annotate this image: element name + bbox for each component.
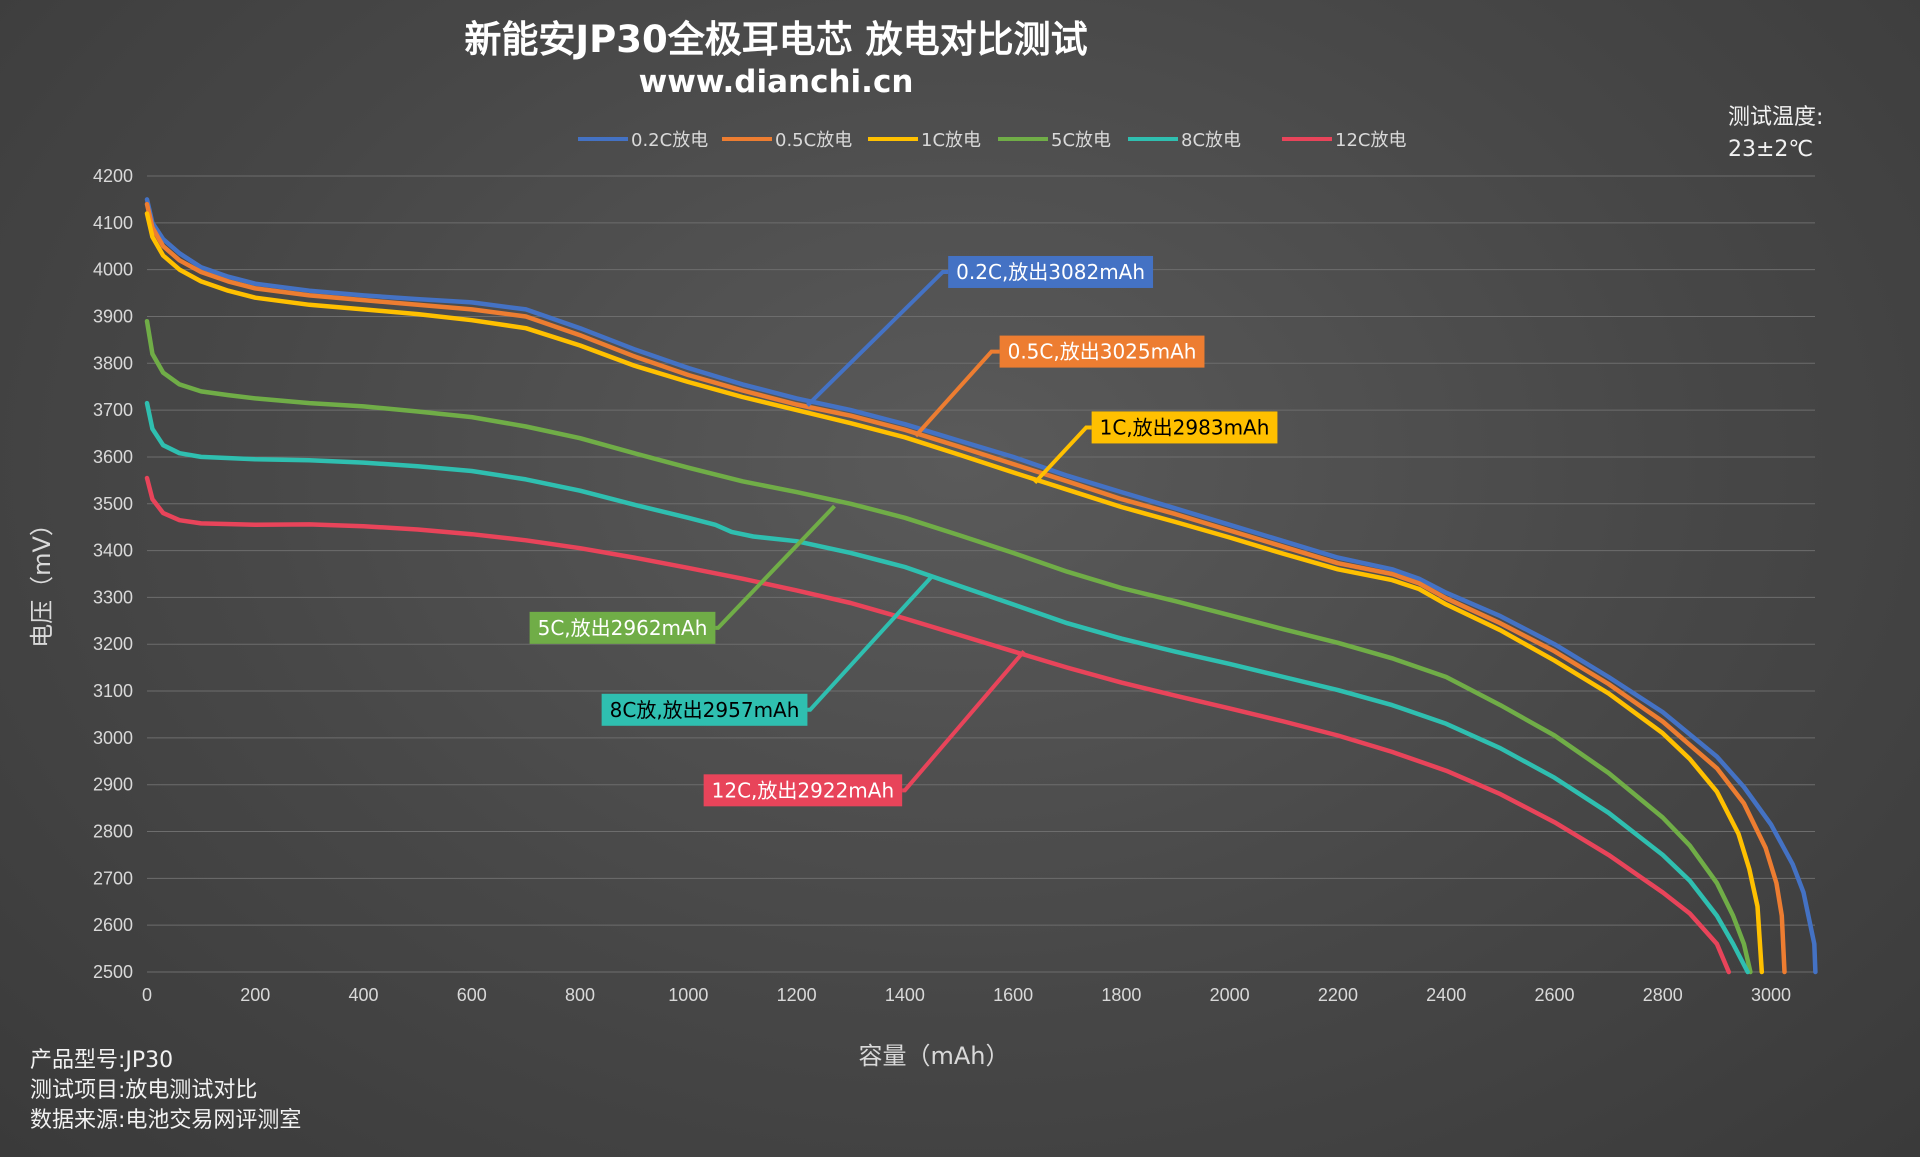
x-tick-label: 2400: [1426, 985, 1466, 1005]
annotation-box: [948, 255, 1154, 288]
y-tick-label: 4100: [93, 213, 133, 233]
legend-label: 12C放电: [1335, 130, 1406, 151]
info-label: 产品型号:: [30, 1048, 126, 1073]
y-axis-ticks: 2500 2600 2700 2800 2900 3000 3100 3200 3300 3400…: [93, 166, 133, 982]
info-row-source: 数据来源:电池交易网评测室: [30, 1106, 301, 1136]
product-info: 产品型号:JP30 测试项目:放电测试对比 数据来源:电池交易网评测室: [30, 1046, 301, 1136]
annotations: 0.2C,放出3082mAh 0.5C,放出3025mAh 1C,放出2983mAh…: [529, 255, 1278, 807]
annotation-label-1: 0.5C,放出3025mAh: [999, 335, 1205, 368]
x-tick-label: 1600: [993, 985, 1033, 1005]
x-tick-label: 800: [565, 985, 595, 1005]
y-tick-label: 2700: [93, 868, 133, 888]
annotation-label-2: 1C,放出2983mAh: [1091, 411, 1278, 444]
chart-subtitle: www.dianchi.cn: [639, 64, 914, 100]
annotation-label-4: 8C放,放出2957mAh: [601, 693, 808, 726]
y-tick-label: 2600: [93, 915, 133, 935]
x-tick-label: 0: [142, 985, 152, 1005]
annotation-text: 0.5C,放出3025mAh: [1008, 340, 1197, 364]
x-tick-label: 2800: [1643, 985, 1683, 1005]
series-lines: [144, 197, 1818, 975]
annotation-label-0: 0.2C,放出3082mAh: [948, 255, 1154, 288]
info-label: 数据来源:: [30, 1108, 126, 1133]
series-line-4: [144, 400, 1750, 975]
x-tick-label: 2600: [1534, 985, 1574, 1005]
annotation-box: [1091, 411, 1278, 444]
y-tick-label: 2900: [93, 775, 133, 795]
y-tick-label: 3600: [93, 447, 133, 467]
info-row-model: 产品型号:JP30: [30, 1046, 301, 1076]
x-tick-label: 600: [457, 985, 487, 1005]
annotation-text: 1C,放出2983mAh: [1100, 415, 1270, 439]
info-value: 放电测试对比: [125, 1078, 258, 1103]
info-value: JP30: [125, 1048, 174, 1073]
x-tick-label: 2200: [1318, 985, 1358, 1005]
y-tick-label: 4000: [93, 260, 133, 280]
x-axis-ticks: 0 200 400 600 800 1000 1200 1400 1600 1800 2000 220…: [142, 985, 1791, 1005]
legend-label: 5C放电: [1051, 130, 1111, 151]
y-tick-label: 3700: [93, 400, 133, 420]
annotation-leader: [715, 504, 836, 630]
temperature-label: 测试温度:: [1728, 105, 1823, 130]
series-line-2: [144, 211, 1765, 975]
series-line-5: [144, 475, 1732, 975]
annotation-text: 12C,放出2922mAh: [712, 778, 895, 802]
x-tick-label: 1800: [1101, 985, 1141, 1005]
info-value: 电池交易网评测室: [125, 1108, 302, 1133]
annotation-label-5: 12C,放出2922mAh: [703, 774, 903, 807]
series-line-0: [144, 197, 1818, 975]
y-tick-label: 3300: [93, 587, 133, 607]
x-tick-label: 1400: [885, 985, 925, 1005]
annotation-box: [999, 335, 1205, 368]
annotation-leader: [914, 349, 1000, 438]
y-tick-label: 2800: [93, 822, 133, 842]
y-tick-label: 3500: [93, 494, 133, 514]
temperature-value: 23±2℃: [1728, 137, 1813, 162]
x-tick-label: 200: [240, 985, 270, 1005]
y-tick-label: 3900: [93, 306, 133, 326]
series-line-3: [144, 318, 1753, 975]
chart-title: 新能安JP30全极耳电芯 放电对比测试: [464, 18, 1087, 61]
annotation-leader: [1033, 425, 1092, 485]
annotation-leader: [807, 574, 934, 712]
annotation-leader: [806, 269, 949, 407]
y-tick-label: 4200: [93, 166, 133, 186]
y-tick-label: 3400: [93, 541, 133, 561]
y-tick-label: 2500: [93, 962, 133, 982]
x-tick-label: 2000: [1210, 985, 1250, 1005]
annotation-box: [529, 611, 716, 644]
annotation-leader: [902, 649, 1026, 793]
y-tick-label: 3800: [93, 353, 133, 373]
legend-label: 1C放电: [921, 130, 981, 151]
x-tick-label: 400: [349, 985, 379, 1005]
annotation-box: [703, 774, 903, 807]
legend-label: 0.5C放电: [775, 130, 852, 151]
legend-label: 8C放电: [1181, 130, 1241, 151]
legend-label: 0.2C放电: [631, 130, 708, 151]
annotation-label-3: 5C,放出2962mAh: [529, 611, 716, 644]
y-tick-label: 3000: [93, 728, 133, 748]
y-tick-label: 3100: [93, 681, 133, 701]
x-tick-label: 1000: [668, 985, 708, 1005]
x-tick-label: 1200: [777, 985, 817, 1005]
x-tick-label: 3000: [1751, 985, 1791, 1005]
series-line-1: [144, 201, 1787, 975]
annotation-text: 0.2C,放出3082mAh: [956, 260, 1145, 284]
y-tick-label: 3200: [93, 634, 133, 654]
grid: [147, 175, 1815, 973]
info-row-test: 测试项目:放电测试对比: [30, 1076, 301, 1106]
x-axis-label: 容量（mAh）: [858, 1042, 1009, 1070]
annotation-text: 8C放,放出2957mAh: [610, 698, 800, 722]
annotation-text: 5C,放出2962mAh: [538, 616, 708, 640]
y-axis-label: 电压（mV）: [28, 512, 56, 648]
info-label: 测试项目:: [30, 1078, 126, 1103]
annotation-box: [601, 693, 808, 726]
legend: 0.2C放电 0.5C放电 1C放电 5C放电 8C放电 12C放电: [578, 130, 1406, 151]
